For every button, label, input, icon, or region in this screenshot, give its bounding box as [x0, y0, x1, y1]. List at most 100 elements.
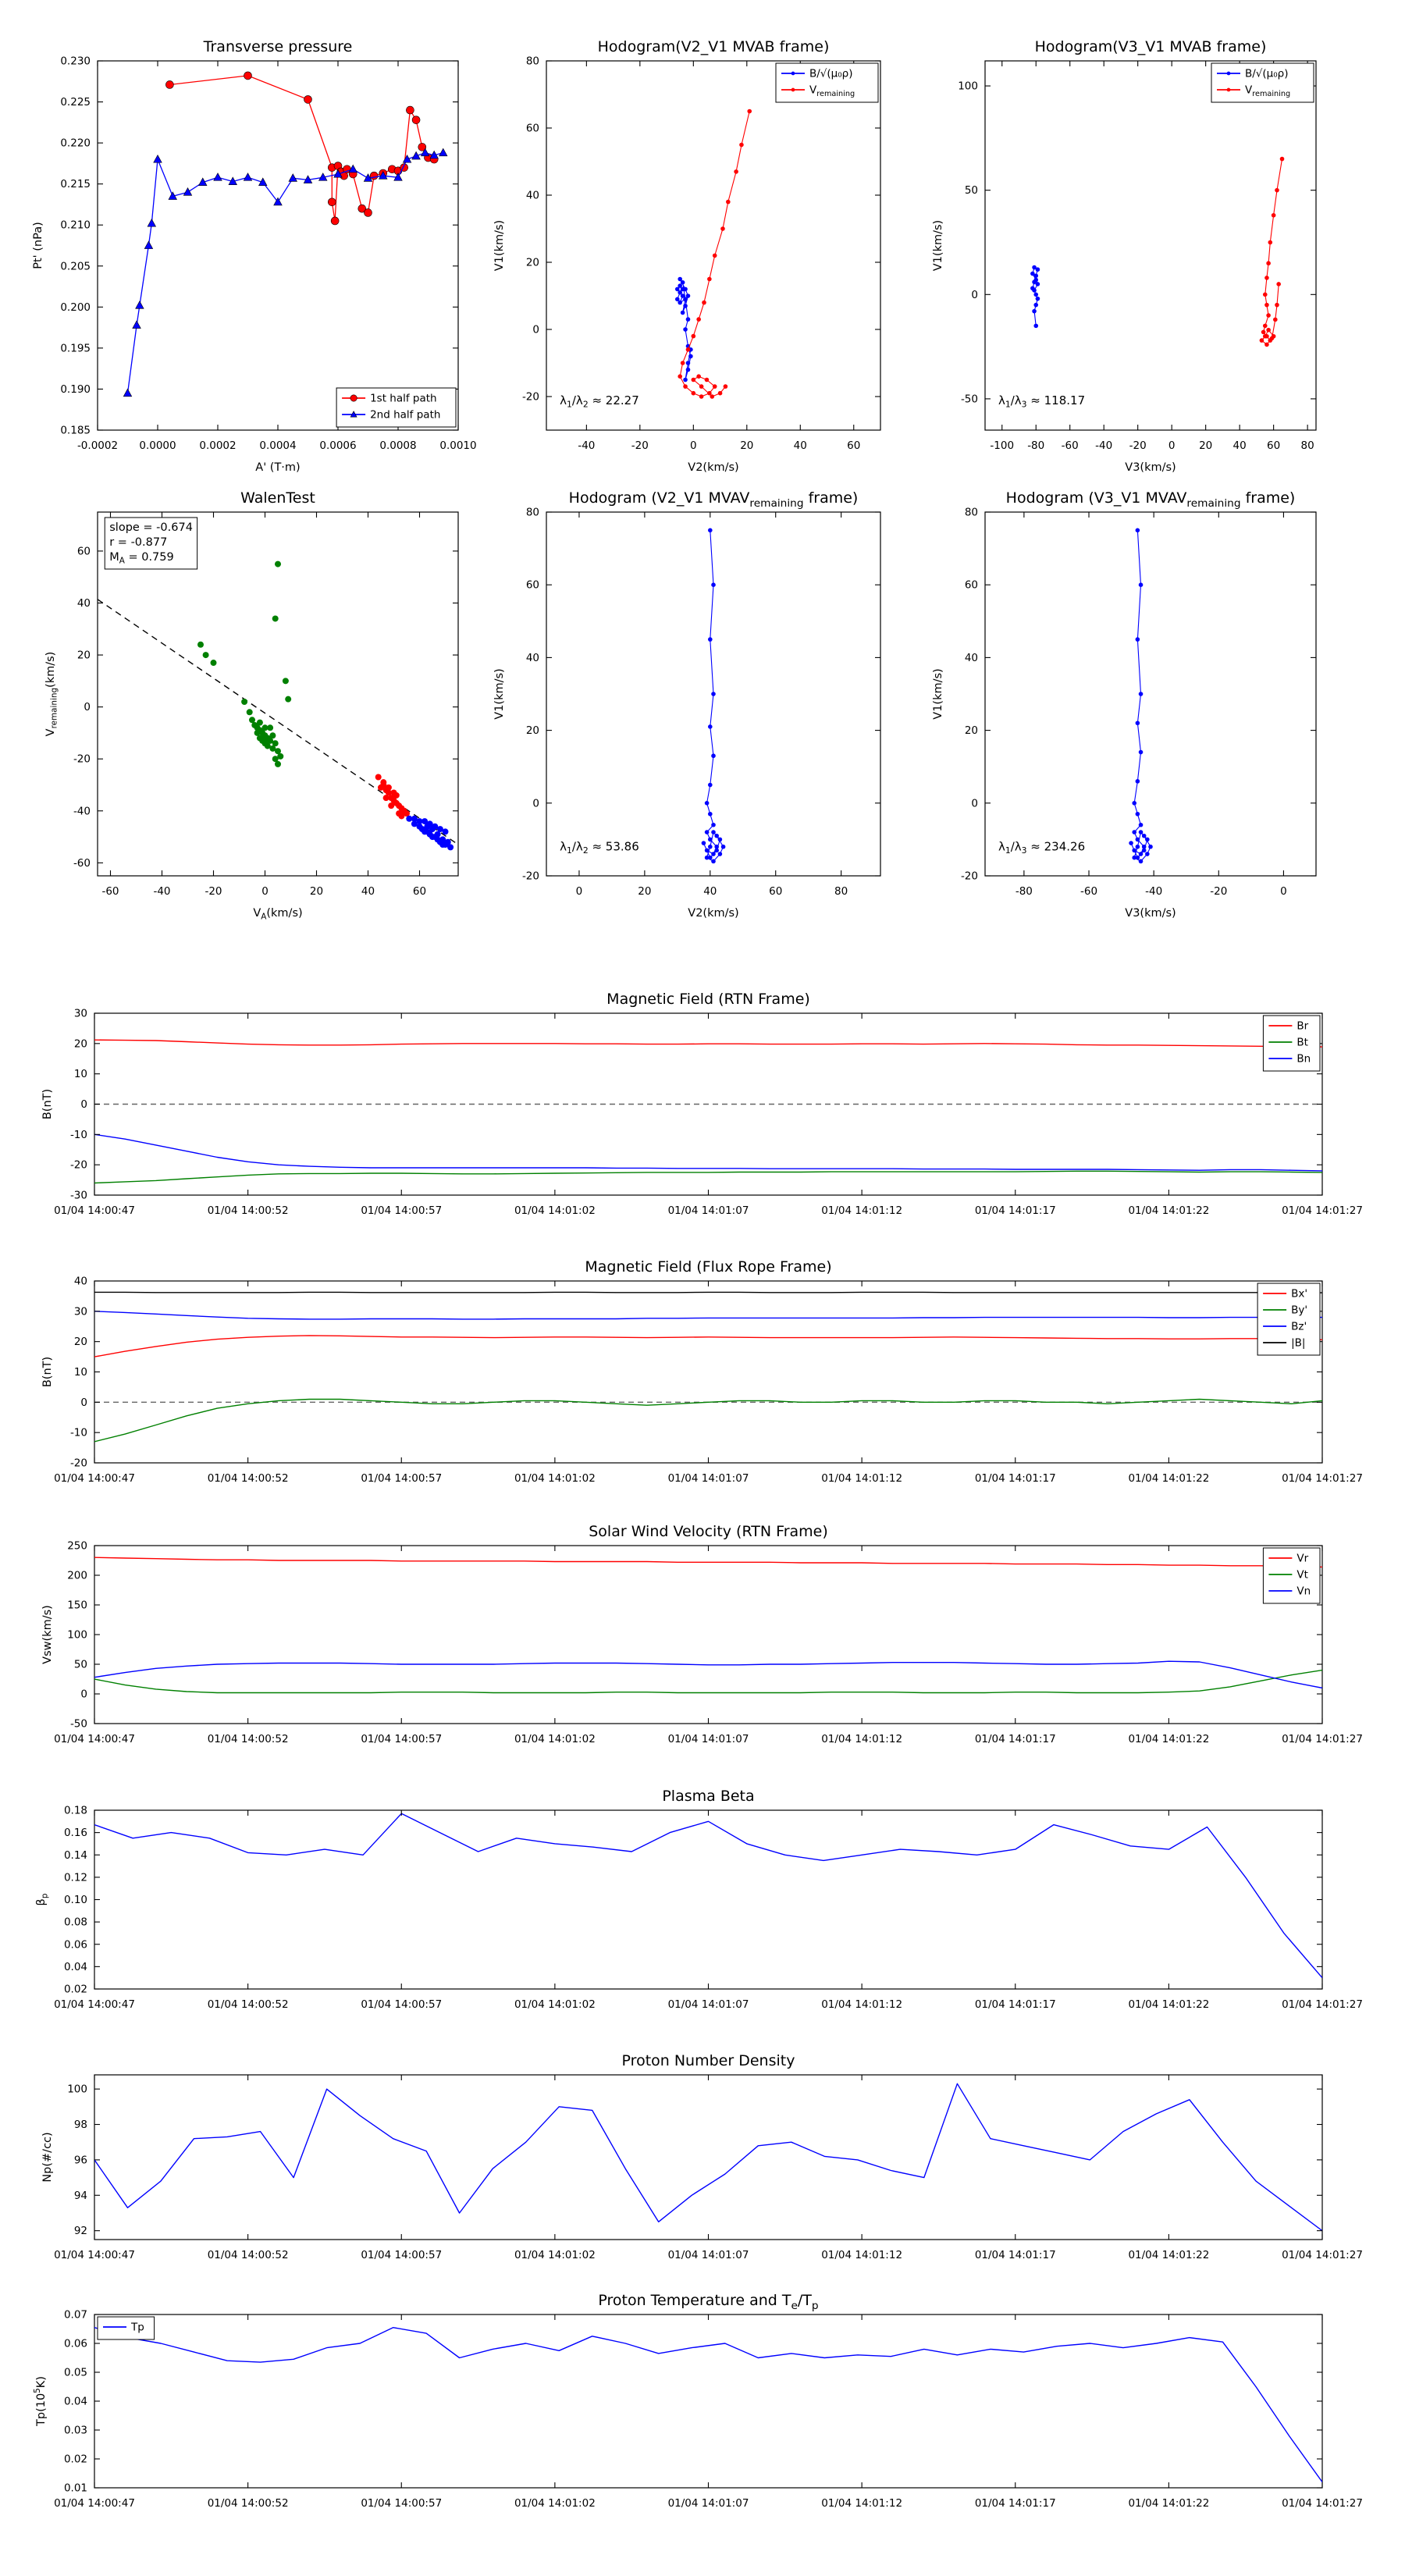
x-tick-label: 01/04 14:00:57 — [361, 2249, 442, 2261]
y-tick-label: 0.01 — [64, 2482, 87, 2495]
series-group — [94, 2326, 1322, 2483]
series-group — [701, 528, 726, 864]
x-tick-label: 40 — [361, 885, 375, 898]
y-axis-label: V1(km/s) — [932, 220, 944, 271]
y-tick-label: 10 — [74, 1366, 87, 1379]
x-tick-label: -20 — [631, 439, 649, 452]
x-tick-label: 80 — [1301, 439, 1314, 452]
y-tick-label: 0.195 — [60, 342, 91, 354]
x-tick-label: 01/04 14:01:17 — [975, 1998, 1056, 2011]
x-tick-label: 01/04 14:00:52 — [208, 1998, 289, 2011]
x-tick-label: 01/04 14:00:47 — [54, 2249, 135, 2261]
y-tick-label: 20 — [965, 724, 978, 737]
y-tick-label: 80 — [526, 507, 539, 519]
series-group — [1129, 528, 1153, 864]
y-tick-label: 50 — [965, 184, 978, 197]
legend-label: Vt — [1297, 1569, 1308, 1582]
x-tick-label: 01/04 14:01:27 — [1282, 1204, 1363, 1217]
legend: B/√(μ₀ρ) Vremaining — [1211, 62, 1314, 103]
chart-title: WalenTest — [240, 489, 315, 507]
x-tick-label: 20 — [310, 885, 323, 898]
chart-title: Hodogram(V2_V1 MVAB frame) — [598, 38, 830, 55]
legend-label: B/√(μ₀ρ) — [1245, 68, 1289, 80]
chart-title: Transverse pressure — [203, 38, 353, 55]
y-tick-label: 30 — [74, 1008, 87, 1020]
y-tick-label: 50 — [74, 1659, 87, 1671]
y-tick-label: 0.220 — [60, 137, 91, 150]
legend-label: Bt — [1297, 1037, 1308, 1049]
legend-label: Br — [1297, 1020, 1308, 1033]
annotation-line: MA = 0.759 — [109, 551, 174, 566]
chart-title: Solar Wind Velocity (RTN Frame) — [589, 1523, 828, 1540]
x-tick-label: 01/04 14:01:22 — [1128, 2497, 1209, 2510]
x-tick-label: 01/04 14:01:02 — [514, 1204, 596, 1217]
x-tick-label: 01/04 14:01:07 — [668, 2249, 749, 2261]
x-tick-label: 01/04 14:01:22 — [1128, 1733, 1209, 1745]
x-axis-label: V3(km/s) — [1125, 907, 1176, 920]
panel-mag-fluxrope: 01/04 14:00:47 01/04 14:00:52 01/04 14:00:… — [41, 1258, 1363, 1485]
series-group — [94, 2083, 1322, 2232]
y-tick-label: 0 — [532, 324, 539, 336]
panel-proton-temp: 01/04 14:00:47 01/04 14:00:52 01/04 14:00:… — [33, 2292, 1363, 2510]
legend: Br Bt Bn — [1262, 1015, 1321, 1072]
axes-frame — [94, 1809, 1323, 1990]
series-group — [123, 71, 448, 397]
chart-title: Hodogram (V3_V1 MVAVremaining frame) — [1006, 489, 1296, 510]
x-tick-label: 0.0000 — [139, 439, 176, 452]
legend-label: Vremaining — [809, 84, 855, 98]
legend-label: 2nd half path — [370, 409, 440, 422]
x-tick-label: 01/04 14:01:22 — [1128, 1998, 1209, 2011]
x-tick-label: 60 — [769, 885, 782, 898]
x-tick-label: 01/04 14:01:17 — [975, 1204, 1056, 1217]
y-tick-label: 40 — [77, 597, 91, 610]
axes-frame — [984, 60, 1317, 431]
series-group — [674, 109, 752, 399]
x-tick-label: -0.0002 — [77, 439, 118, 452]
y-tick-label: 0 — [80, 1688, 87, 1701]
y-tick-label: -50 — [70, 1718, 87, 1731]
x-tick-label: 01/04 14:01:17 — [975, 1733, 1056, 1745]
y-tick-label: 30 — [74, 1305, 87, 1318]
y-tick-label: 0.225 — [60, 96, 91, 109]
x-tick-label: 80 — [834, 885, 848, 898]
x-axis-label: V3(km/s) — [1125, 461, 1176, 474]
y-tick-label: 60 — [526, 123, 539, 135]
y-tick-label: 200 — [67, 1570, 87, 1582]
x-tick-label: 01/04 14:01:07 — [668, 1733, 749, 1745]
y-axis-label: Vremaining(km/s) — [44, 652, 59, 737]
panel-vel-rtn: 01/04 14:00:47 01/04 14:00:52 01/04 14:00:… — [41, 1523, 1363, 1745]
y-tick-label: 0.205 — [60, 260, 91, 272]
legend: B/√(μ₀ρ) Vremaining — [775, 62, 879, 103]
x-tick-label: 01/04 14:01:22 — [1128, 2249, 1209, 2261]
annotation-box — [104, 517, 198, 570]
legend: Tp — [97, 2316, 155, 2340]
series-group — [94, 1813, 1322, 1979]
y-axis-label: Vsw(km/s) — [41, 1605, 54, 1664]
y-tick-label: -20 — [70, 1457, 87, 1470]
y-tick-label: 20 — [526, 724, 539, 737]
y-axis-label: βp — [35, 1893, 50, 1905]
legend-label: Vr — [1297, 1553, 1308, 1565]
x-tick-label: 01/04 14:01:07 — [668, 1204, 749, 1217]
y-tick-label: 0 — [532, 797, 539, 809]
y-tick-label: 0 — [971, 289, 978, 301]
y-axis-label: Pt' (nPa) — [32, 222, 44, 269]
x-tick-label: 01/04 14:01:02 — [514, 1472, 596, 1485]
legend-label: Bx' — [1291, 1288, 1307, 1300]
x-tick-label: 01/04 14:00:57 — [361, 1998, 442, 2011]
x-tick-label: 01/04 14:00:57 — [361, 2497, 442, 2510]
y-tick-label: -40 — [73, 805, 91, 817]
annotation-text: λ1/λ2 ≈ 22.27 — [560, 393, 639, 410]
chart-title: Magnetic Field (Flux Rope Frame) — [585, 1258, 831, 1276]
y-tick-label: 0.08 — [64, 1916, 87, 1929]
annotation-text: λ1/λ3 ≈ 234.26 — [998, 839, 1085, 856]
chart-title: Hodogram (V2_V1 MVAVremaining frame) — [569, 489, 859, 510]
y-tick-label: 100 — [958, 80, 978, 93]
x-tick-label: 01/04 14:01:02 — [514, 2497, 596, 2510]
panel-hodogram-v3v1-mvav: -80 -60 -40 -20 0 -20 0 20 40 60 80 Hodogram (V3_V1… — [932, 489, 1317, 920]
y-tick-label: 0.16 — [64, 1827, 87, 1839]
x-tick-label: -40 — [1145, 885, 1162, 898]
x-tick-label: 01/04 14:01:12 — [821, 1204, 902, 1217]
x-tick-label: 01/04 14:01:07 — [668, 1998, 749, 2011]
